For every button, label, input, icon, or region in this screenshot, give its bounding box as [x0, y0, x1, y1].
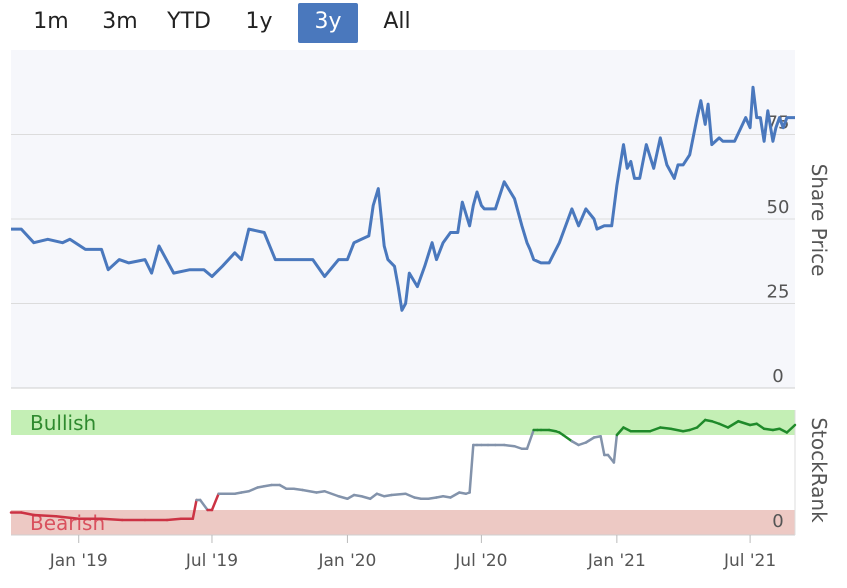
stockrank-segment: [570, 440, 580, 447]
band-label-bullish: Bullish: [30, 411, 96, 435]
stockrank-segment: [778, 427, 789, 434]
stockrank-segment: [599, 435, 606, 457]
stockrank-segment: [54, 515, 80, 520]
range-selector: 1m 3m YTD 1y 3y All: [0, 0, 847, 48]
stockrank-segment: [669, 427, 685, 433]
stockrank-segment: [165, 517, 183, 522]
x-tick-label: Jul '21: [723, 551, 776, 571]
stockrank-segment: [368, 492, 379, 500]
stockrank-segment: [191, 498, 198, 520]
stockrank-segment: [404, 492, 416, 499]
stockrank-segment: [659, 426, 672, 430]
range-button-all[interactable]: All: [383, 9, 411, 34]
stockrank-segment: [210, 492, 220, 512]
stockrank-segment: [785, 423, 797, 434]
rank-y-tick-label: 0: [772, 511, 783, 532]
stockrank-segment: [622, 426, 633, 433]
stockrank-segment: [688, 426, 699, 432]
stockrank-segment: [346, 493, 356, 500]
stockrank-segment: [100, 517, 124, 522]
stockrank-segment: [198, 498, 209, 512]
stockrank-segment: [726, 420, 740, 429]
rank-axis-title: StockRank: [807, 417, 831, 523]
stockrank-segment: [577, 441, 588, 447]
stockrank-segment: [525, 428, 535, 450]
y-tick-label: 0: [772, 366, 783, 387]
stockrank-segment: [360, 495, 372, 500]
range-button-3y[interactable]: 3y: [298, 3, 358, 43]
share-price-line[interactable]: [11, 85, 795, 312]
y-tick-label: 50: [767, 197, 790, 218]
stockrank-segment: [32, 513, 58, 518]
stockrank-segment: [717, 422, 730, 429]
stockrank-segment: [468, 443, 475, 494]
stockrank-segment: [247, 486, 259, 493]
stockrank-segment: [762, 427, 775, 432]
band-bullish: [11, 410, 795, 435]
stockrank-segment: [449, 491, 461, 499]
x-tick-label: Jan '21: [587, 551, 646, 571]
stockrank-segment: [561, 433, 574, 443]
range-button-ytd[interactable]: YTD: [167, 9, 211, 34]
stockrank-segment: [584, 436, 596, 444]
stockrank-segment: [292, 487, 304, 492]
band-bearish: [11, 510, 795, 535]
x-axis: Jan '19 Jul '19 Jan '20 Jul '20 Jan '21 Jul '…: [49, 535, 776, 571]
x-tick-label: Jan '20: [317, 551, 376, 571]
x-tick-label: Jan '19: [49, 551, 108, 571]
range-button-1m[interactable]: 1m: [33, 9, 69, 34]
stockrank-segment: [278, 483, 288, 490]
x-tick-label: Jul '20: [454, 551, 507, 571]
stockrank-segment: [755, 422, 766, 430]
stockrank-segment: [20, 511, 36, 517]
stockrank-segment: [301, 488, 318, 494]
stockrank-segment: [648, 426, 662, 433]
stockrank-segment: [612, 433, 619, 464]
x-tick-label: Jul '19: [185, 551, 238, 571]
stockrank-segment: [323, 490, 340, 498]
stockrank-segment: [737, 420, 752, 427]
range-button-3m[interactable]: 3m: [102, 9, 138, 34]
stockrank-segment: [695, 418, 707, 429]
stockrank-segment: [427, 496, 438, 500]
range-button-1y[interactable]: 1y: [245, 9, 273, 34]
y-axis-title: Share Price: [807, 164, 831, 277]
stockrank-segment: [315, 490, 326, 494]
stockrank-segment: [710, 420, 721, 425]
stockrank-segment: [390, 492, 407, 497]
stockrank-segment: [502, 443, 516, 448]
stockrank-segment: [513, 445, 524, 450]
stockrank-segment: [375, 492, 386, 498]
stockrank-segment: [337, 495, 349, 500]
stockrank-segment: [615, 426, 625, 437]
y-tick-label: 25: [767, 282, 790, 303]
